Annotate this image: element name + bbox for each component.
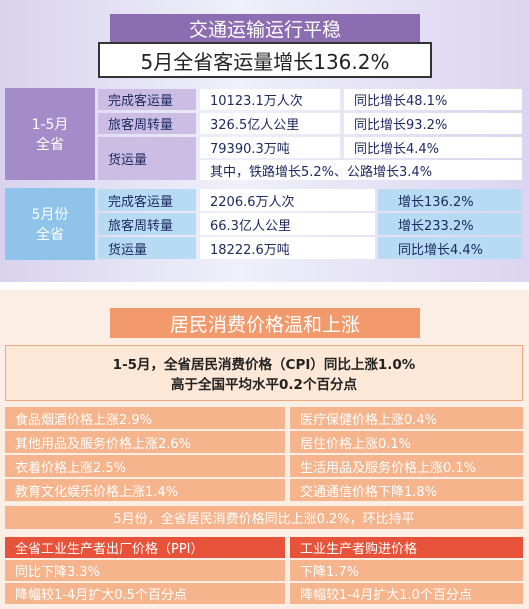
price-item: 交通通信价格下降1.8% xyxy=(290,479,523,501)
headline: 5月全省客运量增长136.2% xyxy=(98,42,432,78)
ppi-item: 降幅较1-4月扩大0.5个百分点 xyxy=(5,583,285,604)
highlight-line: 高于全国平均水平0.2个百分点 xyxy=(171,377,357,393)
ppi-header: 全省工业生产者出厂价格（PPI） xyxy=(5,537,285,558)
row-note: 其中，铁路增长5.2%、公路增长3.4% xyxy=(200,160,522,180)
period-label: 5月份 全省 xyxy=(5,188,95,260)
ppi-item: 同比下降3.3% xyxy=(5,560,285,581)
row-growth: 增长233.2% xyxy=(378,213,522,235)
price-item: 医疗保健价格上涨0.4% xyxy=(290,407,523,429)
row-value: 66.3亿人公里 xyxy=(200,213,375,235)
row-growth: 同比增长48.1% xyxy=(344,89,522,110)
row-label: 完成客运量 xyxy=(98,189,196,211)
price-item: 生活用品及服务价格上涨0.1% xyxy=(290,455,523,477)
label-line: 1-5月 xyxy=(31,117,69,133)
row-value: 18222.6万吨 xyxy=(200,237,375,259)
period-label: 1-5月 全省 xyxy=(5,88,95,180)
price-item: 衣着价格上涨2.5% xyxy=(5,455,285,477)
label-line: 全省 xyxy=(36,227,64,243)
ppi-header: 工业生产者购进价格 xyxy=(290,537,523,558)
highlight: 1-5月，全省居民消费价格（CPI）同比上涨1.0% 高于全国平均水平0.2个百… xyxy=(5,345,523,401)
row-label: 货运量 xyxy=(98,237,196,259)
ppi-item: 降幅较1-4月扩大1.0个百分点 xyxy=(290,583,523,604)
row-growth: 增长136.2% xyxy=(378,189,522,211)
may-summary: 5月份，全省居民消费价格同比上涨0.2%，环比持平 xyxy=(5,506,523,529)
row-label: 完成客运量 xyxy=(98,89,196,110)
row-value: 79390.3万吨 xyxy=(200,137,340,158)
label-line: 5月份 xyxy=(31,207,69,223)
ppi-item: 下降1.7% xyxy=(290,560,523,581)
row-value: 10123.1万人次 xyxy=(200,89,340,110)
row-growth: 同比增长4.4% xyxy=(378,237,522,259)
row-growth: 同比增长4.4% xyxy=(344,137,522,158)
row-label: 旅客周转量 xyxy=(98,213,196,235)
section-title: 交通运输运行平稳 xyxy=(110,14,420,42)
row-value: 326.5亿人公里 xyxy=(200,113,340,134)
row-label: 货运量 xyxy=(98,137,196,180)
row-value: 2206.6万人次 xyxy=(200,189,375,211)
price-item: 食品烟酒价格上涨2.9% xyxy=(5,407,285,429)
row-growth: 同比增长93.2% xyxy=(344,113,522,134)
row-label: 旅客周转量 xyxy=(98,113,196,134)
price-item: 教育文化娱乐价格上涨1.4% xyxy=(5,479,285,501)
label-line: 全省 xyxy=(36,137,64,153)
price-item: 其他用品及服务价格上涨2.6% xyxy=(5,431,285,453)
section-title: 居民消费价格温和上涨 xyxy=(110,308,420,338)
price-item: 居住价格上涨0.1% xyxy=(290,431,523,453)
highlight-line: 1-5月，全省居民消费价格（CPI）同比上涨1.0% xyxy=(112,357,416,373)
